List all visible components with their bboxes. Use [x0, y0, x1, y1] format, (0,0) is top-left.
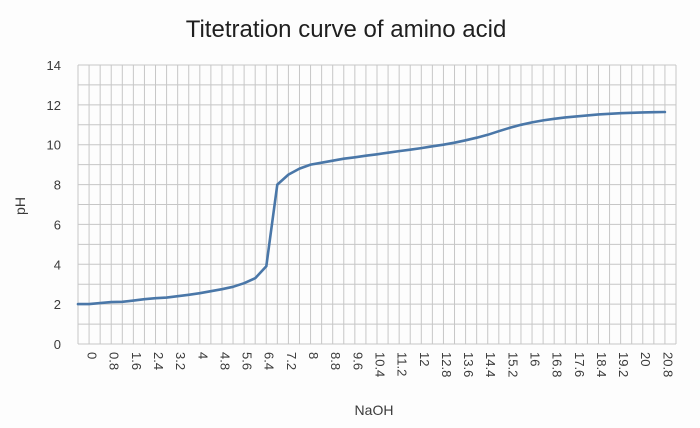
x-tick-label: 6.4	[262, 352, 277, 370]
x-tick-label: 7.2	[284, 352, 299, 370]
y-tick-label: 2	[54, 297, 61, 312]
x-tick-label: 5.6	[240, 352, 255, 370]
x-tick-label: 14.4	[483, 352, 498, 377]
y-tick-labels: 0 2 4 6 8 10 12 14	[47, 58, 61, 352]
y-tick-label: 0	[54, 337, 61, 352]
y-tick-label: 12	[47, 98, 61, 113]
x-axis-label: NaOH	[355, 402, 394, 418]
x-tick-label: 11.2	[395, 352, 410, 376]
x-tick-label: 20.8	[660, 352, 675, 377]
y-tick-label: 10	[47, 138, 61, 153]
x-tick-label: 0.8	[107, 352, 122, 370]
titration-curve-line	[76, 110, 667, 306]
y-tick-label: 6	[54, 217, 61, 232]
x-tick-label: 20	[638, 352, 653, 366]
x-tick-label: 18.4	[594, 352, 609, 377]
x-tick-label: 4	[195, 352, 210, 359]
y-tick-label: 14	[47, 58, 61, 73]
x-tick-label: 19.2	[616, 352, 631, 377]
x-tick-label: 1.6	[129, 352, 144, 370]
x-tick-label: 16	[528, 352, 543, 366]
x-tick-label: 8.8	[328, 352, 343, 370]
x-tick-label: 4.8	[217, 352, 232, 370]
x-tick-label: 3.2	[173, 352, 188, 370]
y-tick-label: 8	[54, 178, 61, 193]
x-tick-label: 12	[417, 352, 432, 366]
x-tick-label: 8	[306, 352, 321, 359]
x-tick-label: 9.6	[350, 352, 365, 370]
x-tick-label: 17.6	[572, 352, 587, 377]
x-tick-label: 15.2	[505, 352, 520, 377]
x-tick-label: 12.8	[439, 352, 454, 377]
y-axis-label: pH	[12, 197, 28, 215]
x-tick-label: 2.4	[151, 352, 166, 370]
grid	[77, 64, 677, 345]
x-tick-label: 10.4	[372, 352, 387, 377]
x-tick-labels: 0 0.8 1.6 2.4 3.2 4 4.8 5.6 6.4 7.2 8 8.8 9.6 10.4 11.…	[85, 352, 676, 377]
x-tick-label: 13.6	[461, 352, 476, 377]
x-tick-label: 16.8	[550, 352, 565, 377]
x-tick-label: 0	[85, 352, 100, 359]
y-tick-label: 4	[54, 257, 61, 272]
chart-title: Titetration curve of amino acid	[186, 16, 507, 43]
